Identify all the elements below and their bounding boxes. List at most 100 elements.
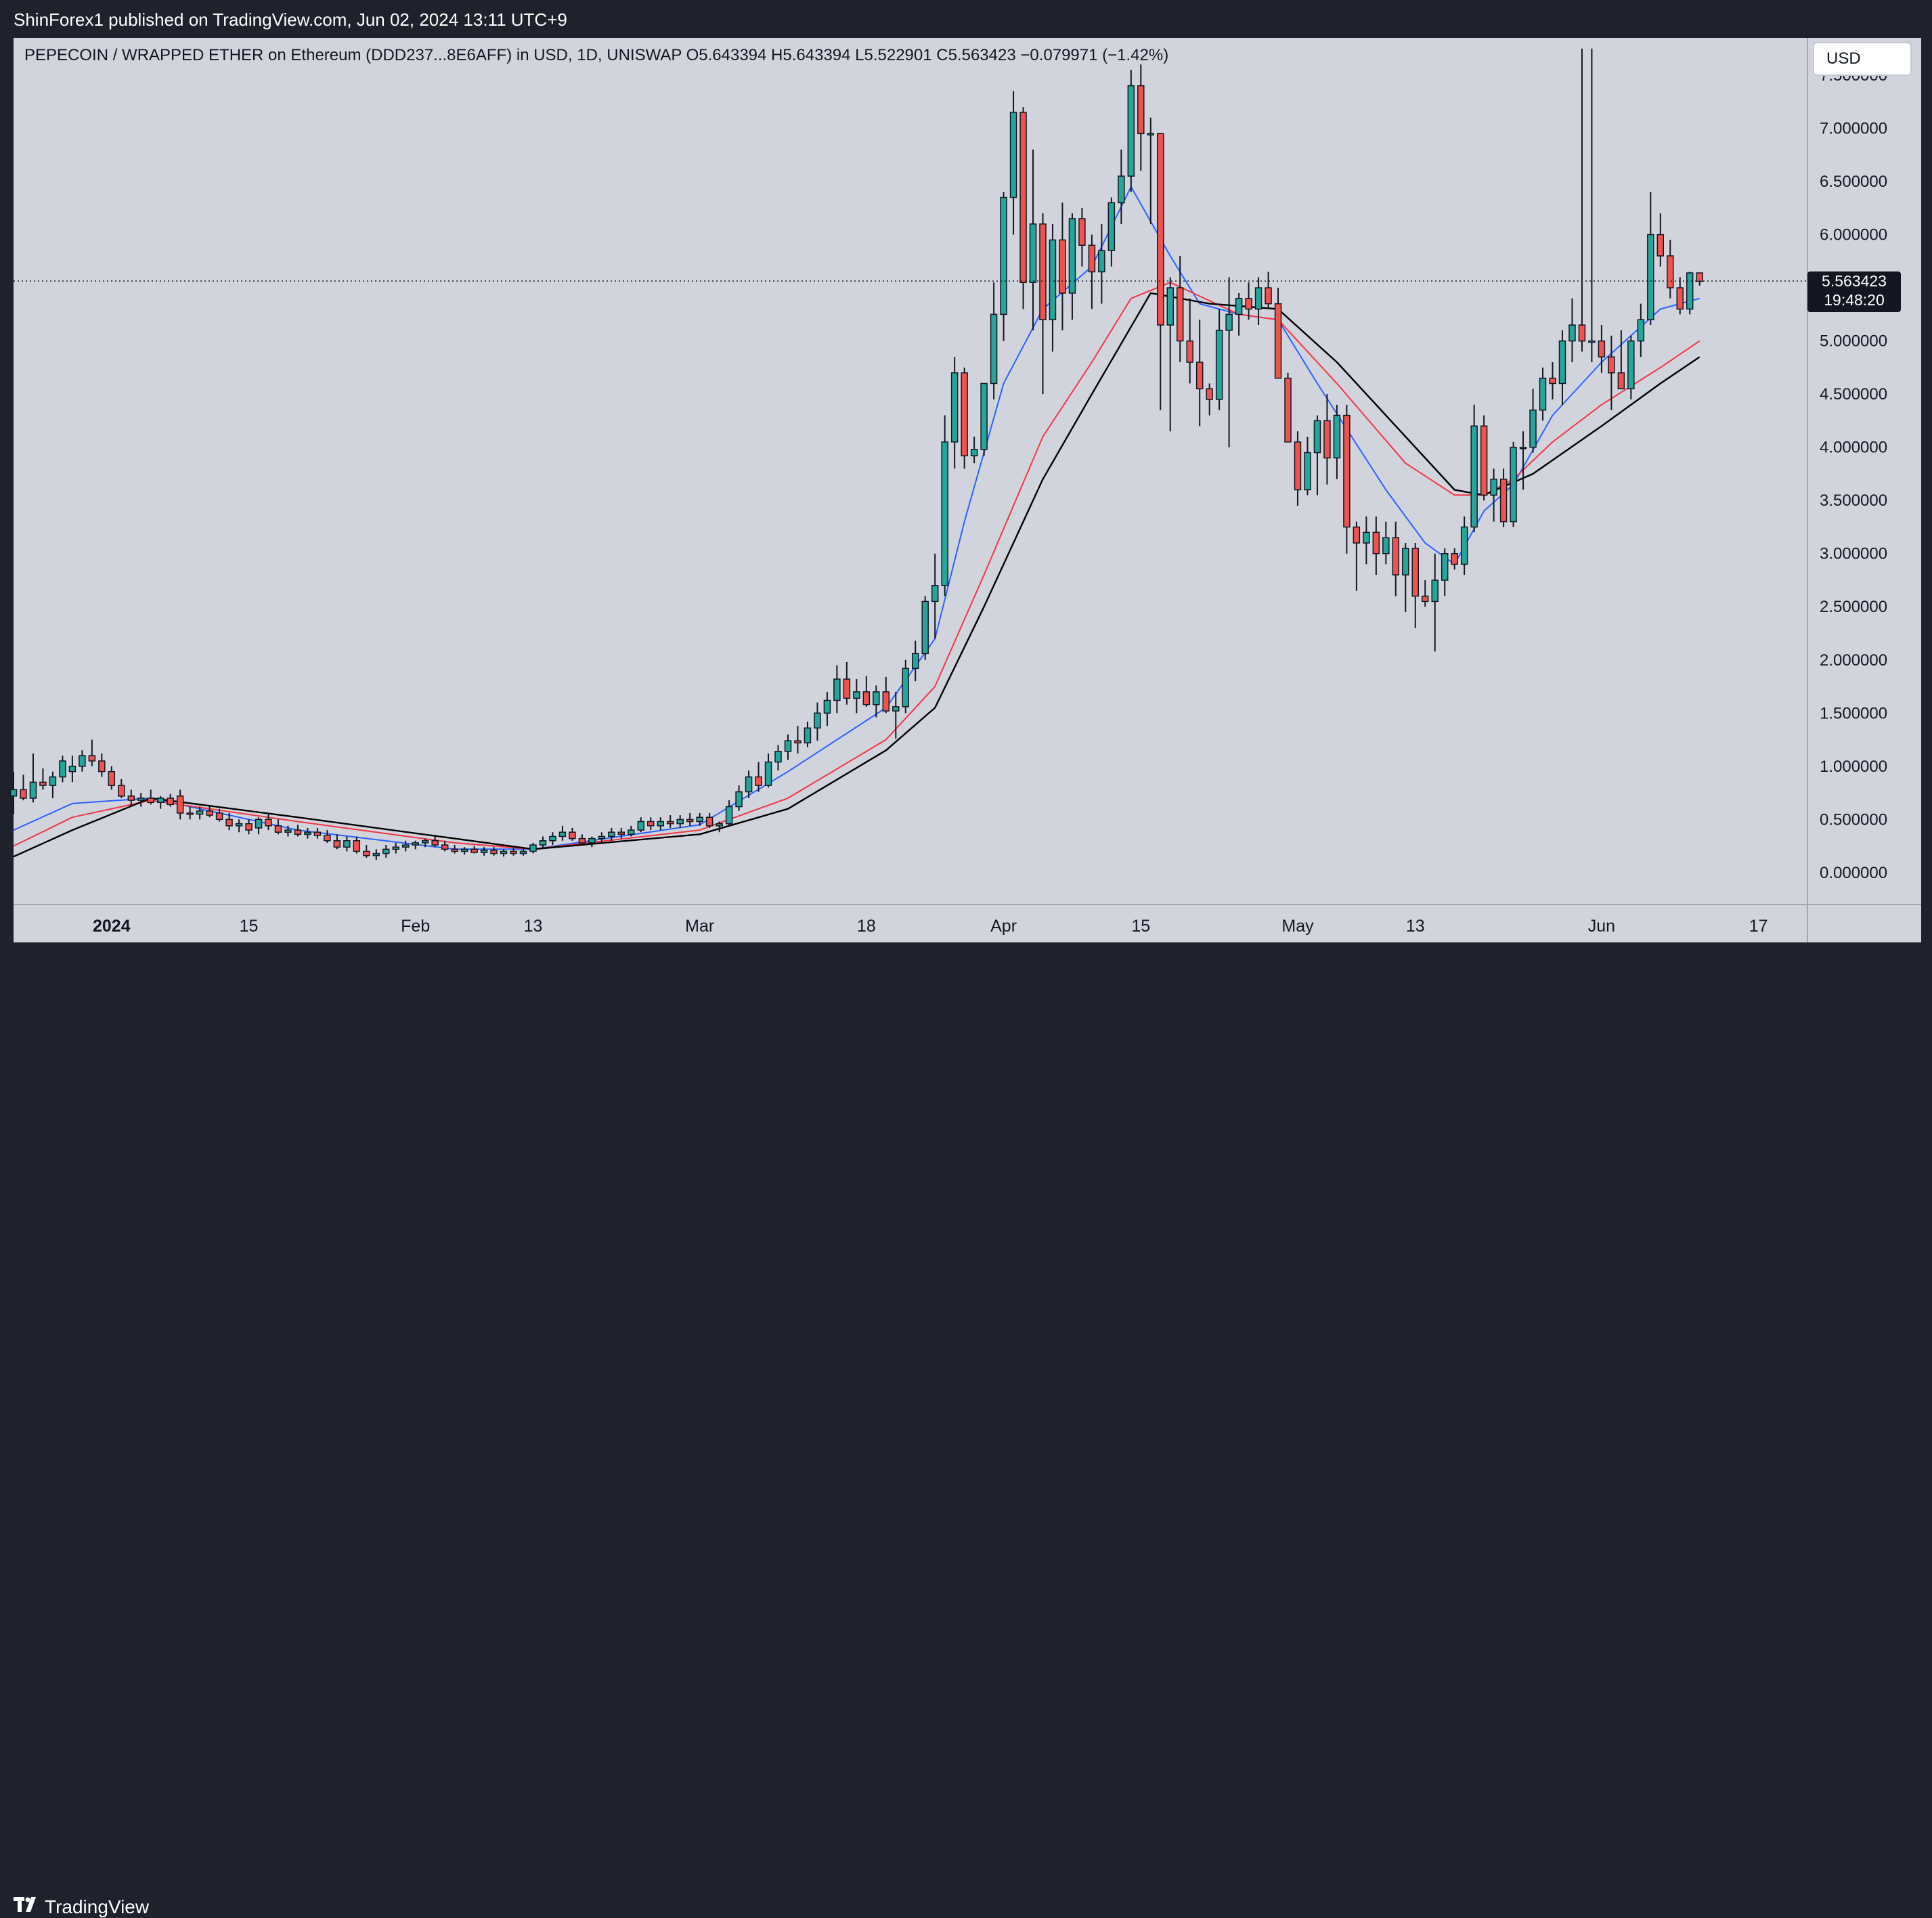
candle[interactable] <box>794 726 802 754</box>
price-chart[interactable]: 0.000000 0.500000 1.000000 1.500000 2.000000… <box>0 0 1932 991</box>
candle[interactable] <box>118 779 125 798</box>
candle[interactable] <box>1304 436 1311 496</box>
candle[interactable] <box>950 357 959 469</box>
candle[interactable] <box>343 836 351 852</box>
candle[interactable] <box>705 812 713 828</box>
candle[interactable] <box>1019 107 1027 309</box>
candle[interactable] <box>98 753 106 777</box>
candle[interactable] <box>657 817 664 831</box>
candle[interactable] <box>676 815 684 828</box>
candle[interactable] <box>1206 383 1213 416</box>
candle[interactable] <box>1617 330 1625 390</box>
candle[interactable] <box>510 848 517 856</box>
candle[interactable] <box>451 845 458 854</box>
candle[interactable] <box>215 808 223 822</box>
candle[interactable] <box>755 762 762 792</box>
candle[interactable] <box>1245 282 1252 320</box>
candle[interactable] <box>1137 64 1145 171</box>
candle[interactable] <box>372 849 380 860</box>
candle[interactable] <box>225 812 233 831</box>
candle[interactable] <box>1441 548 1449 596</box>
candle[interactable] <box>1147 117 1155 224</box>
candle[interactable] <box>745 770 753 798</box>
candle[interactable] <box>1667 240 1674 299</box>
candle[interactable] <box>1333 404 1341 479</box>
candle[interactable] <box>1088 234 1096 309</box>
candle[interactable] <box>324 830 331 843</box>
candle[interactable] <box>1598 325 1606 373</box>
candle[interactable] <box>784 734 792 760</box>
candle[interactable] <box>558 825 567 841</box>
candle[interactable] <box>304 827 311 839</box>
candle[interactable] <box>1000 192 1007 341</box>
candle[interactable] <box>68 756 76 783</box>
candle[interactable] <box>882 676 890 714</box>
candle[interactable] <box>186 806 194 820</box>
candle[interactable] <box>608 827 615 841</box>
candle[interactable] <box>1460 516 1468 575</box>
candle[interactable] <box>294 825 302 837</box>
candle[interactable] <box>1627 335 1635 399</box>
candle[interactable] <box>1499 468 1508 527</box>
candle[interactable] <box>196 806 204 820</box>
candle[interactable] <box>1647 192 1654 326</box>
candle[interactable] <box>490 847 498 856</box>
candle[interactable] <box>1490 468 1497 522</box>
candle[interactable] <box>265 812 272 831</box>
candle[interactable] <box>147 789 154 805</box>
candle[interactable] <box>1294 431 1302 506</box>
candle[interactable] <box>1588 48 1596 363</box>
candle[interactable] <box>569 827 576 841</box>
candle[interactable] <box>1078 208 1086 267</box>
candle[interactable] <box>206 806 213 818</box>
candle[interactable] <box>333 834 341 850</box>
candle[interactable] <box>9 771 18 814</box>
candle[interactable] <box>1166 277 1174 432</box>
candle[interactable] <box>1195 320 1204 427</box>
candle[interactable] <box>108 766 116 790</box>
candle[interactable] <box>686 812 694 826</box>
candle[interactable] <box>970 436 978 464</box>
candles[interactable] <box>9 48 1703 860</box>
candle[interactable] <box>1608 335 1615 410</box>
candle[interactable] <box>1127 70 1135 192</box>
candle[interactable] <box>549 832 556 846</box>
candle[interactable] <box>1696 272 1703 286</box>
candle[interactable] <box>49 771 57 798</box>
candle[interactable] <box>1068 213 1076 320</box>
candle[interactable] <box>1235 292 1243 336</box>
candle[interactable] <box>598 832 606 843</box>
candle[interactable] <box>990 282 998 399</box>
candle[interactable] <box>980 383 988 456</box>
candle[interactable] <box>1637 303 1645 357</box>
candle[interactable] <box>1411 543 1420 628</box>
candle[interactable] <box>1539 367 1547 421</box>
candle[interactable] <box>39 768 47 790</box>
candle[interactable] <box>1402 543 1409 613</box>
candle[interactable] <box>902 659 909 714</box>
candle[interactable] <box>313 827 322 839</box>
candle[interactable] <box>1323 394 1331 485</box>
candle[interactable] <box>421 838 429 848</box>
candle[interactable] <box>1470 404 1478 533</box>
candle[interactable] <box>79 750 86 772</box>
candle[interactable] <box>1676 277 1684 315</box>
candle[interactable] <box>735 785 743 811</box>
candle[interactable] <box>363 845 370 858</box>
candle[interactable] <box>392 842 399 854</box>
candle[interactable] <box>666 815 674 828</box>
candle[interactable] <box>853 679 860 714</box>
candle[interactable] <box>480 847 488 856</box>
candle[interactable] <box>1686 271 1694 315</box>
candle[interactable] <box>814 702 821 741</box>
candle[interactable] <box>1656 213 1665 267</box>
candle[interactable] <box>931 553 939 639</box>
candle[interactable] <box>588 836 596 848</box>
candle[interactable] <box>617 827 625 839</box>
candle[interactable] <box>245 819 253 835</box>
chart-area[interactable] <box>14 38 1921 942</box>
candle[interactable] <box>823 691 831 726</box>
candle[interactable] <box>892 691 900 739</box>
candle[interactable] <box>353 836 361 854</box>
candle[interactable] <box>235 819 243 833</box>
